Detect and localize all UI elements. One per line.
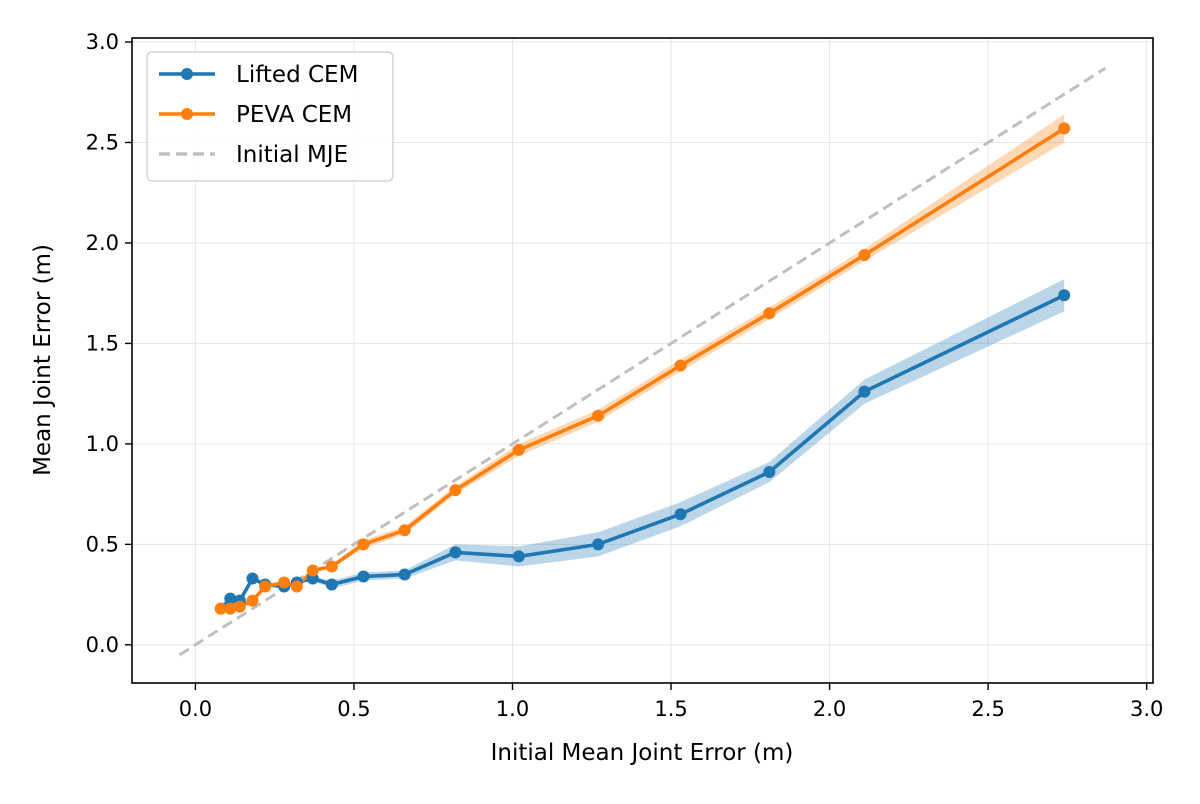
y-tick-label: 1.0 <box>86 432 119 456</box>
lifted-cem-point <box>763 466 776 479</box>
y-axis-label: Mean Joint Error (m) <box>30 244 56 476</box>
grid <box>132 38 1153 683</box>
legend-lifted-cem-label: Lifted CEM <box>236 62 358 88</box>
peva-cem-point <box>290 580 303 593</box>
peva-cem-point <box>214 602 227 615</box>
peva-cem-point <box>357 538 370 551</box>
lifted-cem-point <box>858 385 871 398</box>
x-tick-label: 2.5 <box>971 697 1004 721</box>
peva-cem-point <box>1058 122 1071 135</box>
x-axis-label: Initial Mean Joint Error (m) <box>491 740 794 766</box>
peva-cem-point <box>398 524 411 537</box>
lifted-cem-point <box>592 538 605 551</box>
peva-cem-point <box>763 307 776 320</box>
x-tick-label: 0.0 <box>179 697 212 721</box>
lifted-cem-point <box>398 568 411 581</box>
y-tick-label: 1.5 <box>86 331 119 355</box>
y-tick-label: 2.5 <box>86 130 119 154</box>
x-tick-label: 1.0 <box>496 697 529 721</box>
lifted-cem-point <box>357 570 370 583</box>
peva-cem-point <box>233 600 246 613</box>
peva-cem-point <box>449 484 462 497</box>
axis-ticks: 0.0 0.5 1.0 1.5 2.0 2.5 3.0 0.0 0.5 1.0 1.5 2.0 2.5 3… <box>86 30 1164 721</box>
lifted-cem-point <box>449 546 462 559</box>
lifted-cem-point <box>246 572 259 585</box>
peva-cem-point <box>512 443 525 456</box>
y-tick-label: 3.0 <box>86 30 119 54</box>
peva-cem-point <box>224 602 237 615</box>
series-points <box>214 122 1071 615</box>
y-tick-label: 0.0 <box>86 633 119 657</box>
peva-cem-point <box>306 564 319 577</box>
legend-initial-mje-label: Initial MJE <box>236 142 348 168</box>
lifted-cem-point <box>512 550 525 563</box>
x-tick-label: 0.5 <box>337 697 370 721</box>
peva-cem-point <box>325 560 338 573</box>
legend: Lifted CEM PEVA CEM Initial MJE <box>146 51 394 182</box>
peva-cem-point <box>592 409 605 422</box>
peva-cem-point <box>674 359 687 372</box>
peva-cem-point <box>259 580 272 593</box>
lifted-cem-point <box>325 578 338 591</box>
legend-peva-cem-label: PEVA CEM <box>236 102 352 128</box>
lifted-cem-point <box>224 592 237 605</box>
lifted-cem-point <box>1058 289 1071 302</box>
plot-frame <box>131 37 1154 684</box>
y-tick-label: 0.5 <box>86 532 119 556</box>
legend-lifted-cem-marker <box>181 68 193 80</box>
x-tick-label: 2.0 <box>813 697 846 721</box>
peva-cem-point <box>246 594 259 607</box>
peva-cem-point <box>858 249 871 262</box>
lifted-cem-point <box>674 508 687 521</box>
y-tick-label: 2.0 <box>86 231 119 255</box>
legend-peva-cem-marker <box>181 108 193 120</box>
x-tick-label: 1.5 <box>654 697 687 721</box>
initial-mje-line <box>178 66 1107 657</box>
x-tick-label: 3.0 <box>1130 697 1163 721</box>
legend-box <box>146 51 394 182</box>
peva-cem-point <box>278 576 291 589</box>
